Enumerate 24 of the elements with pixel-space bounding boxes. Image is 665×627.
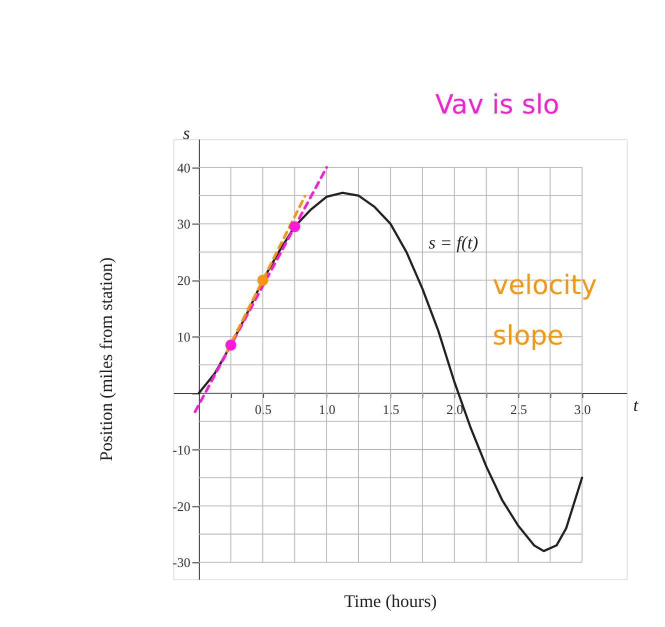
y-tick-label: -10 — [172, 442, 191, 458]
x-tick-label: 2.0 — [446, 402, 464, 417]
text: t — [633, 394, 640, 415]
x-axis-title: Time (hours) — [344, 590, 437, 611]
x-tick-label: 2.5 — [510, 402, 528, 417]
annotation: velocity — [492, 270, 597, 301]
point — [257, 274, 268, 286]
y-tick-label: -30 — [172, 555, 191, 570]
text: Vav is slo — [435, 89, 560, 120]
y-tick-label: 20 — [177, 273, 191, 288]
annotation: slope — [492, 320, 564, 352]
y-tick-label: 10 — [177, 330, 191, 345]
series-label: s = f(t) — [428, 232, 478, 252]
y-tick-label: 30 — [177, 216, 191, 232]
point — [289, 221, 300, 232]
point — [225, 340, 236, 351]
y-axis-title: Position (miles from station) — [96, 257, 116, 462]
annotation: s — [183, 123, 190, 144]
x-tick-label: 1.5 — [382, 402, 400, 417]
x-tick-label: 1.0 — [318, 402, 336, 417]
x-tick-label: 0.5 — [254, 402, 272, 417]
y-tick-label: 40 — [177, 160, 191, 176]
y-tick-label: -20 — [172, 498, 191, 514]
x-tick-label: 3.0 — [574, 402, 592, 417]
